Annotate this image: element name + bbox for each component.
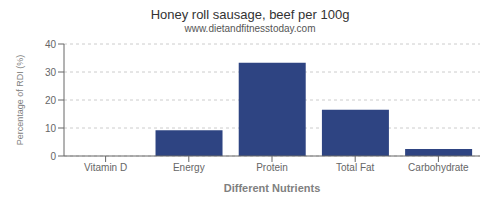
svg-text:Energy: Energy — [173, 162, 205, 173]
svg-text:30: 30 — [45, 67, 57, 78]
svg-text:Vitamin D: Vitamin D — [84, 162, 127, 173]
svg-text:Percentage of RDI (%): Percentage of RDI (%) — [15, 55, 25, 146]
svg-text:Different Nutrients: Different Nutrients — [224, 182, 321, 192]
svg-text:Total Fat: Total Fat — [336, 162, 375, 173]
html-text:Honey roll sausage, beef per 1: Honey roll sausage, beef per 100g — [150, 7, 350, 22]
svg-text:0: 0 — [50, 151, 56, 162]
svg-text:Protein: Protein — [256, 162, 288, 173]
svg-text:40: 40 — [45, 39, 57, 50]
svg-text:Carbohydrate: Carbohydrate — [408, 162, 469, 173]
svg-text:20: 20 — [45, 95, 57, 106]
svg-text:10: 10 — [45, 123, 57, 134]
html-text:www.dietandfitnesstoday.com: www.dietandfitnesstoday.com — [184, 22, 316, 34]
